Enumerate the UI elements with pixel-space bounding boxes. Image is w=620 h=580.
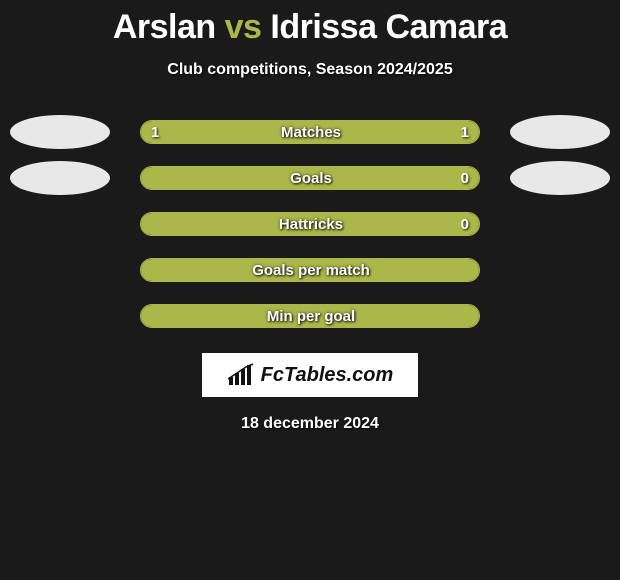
stat-bar-track: 0Hattricks <box>140 212 480 236</box>
stat-bar-track: Goals per match <box>140 258 480 282</box>
player-photo-right <box>510 155 610 201</box>
stat-row: 11Matches <box>0 109 620 155</box>
stat-rows: 11Matches 0Goals 0Hattricks Goals per match… <box>0 109 620 339</box>
stat-bar-track: Min per goal <box>140 304 480 328</box>
stat-bar-fill-left <box>141 305 479 327</box>
stat-bar-fill-left <box>141 121 310 143</box>
chart-bars-icon <box>227 363 255 387</box>
title-player2: Idrissa Camara <box>270 8 507 46</box>
subtitle: Club competitions, Season 2024/2025 <box>0 61 620 79</box>
stat-bar-fill-left <box>141 167 479 189</box>
stat-row: 0Hattricks <box>0 201 620 247</box>
stat-bar-track: 11Matches <box>140 120 480 144</box>
stat-bar-fill-left <box>141 213 479 235</box>
infographic-container: Arslan vs Idrissa Camara Club competitio… <box>0 0 620 433</box>
avatar <box>10 161 110 195</box>
title-player1: Arslan <box>113 8 216 46</box>
stat-bar-track: 0Goals <box>140 166 480 190</box>
player-photo-left <box>10 155 110 201</box>
stat-row: Min per goal <box>0 293 620 339</box>
stat-row: 0Goals <box>0 155 620 201</box>
title-vs: vs <box>225 8 262 46</box>
stat-bar-fill-left <box>141 259 479 281</box>
stat-bar-fill-right <box>310 121 479 143</box>
avatar <box>10 115 110 149</box>
player-photo-left <box>10 109 110 155</box>
brand-box: FcTables.com <box>202 353 418 397</box>
date-text: 18 december 2024 <box>0 415 620 433</box>
avatar <box>510 161 610 195</box>
brand-text: FcTables.com <box>261 364 394 387</box>
avatar <box>510 115 610 149</box>
stat-row: Goals per match <box>0 247 620 293</box>
page-title: Arslan vs Idrissa Camara <box>0 8 620 47</box>
player-photo-right <box>510 109 610 155</box>
